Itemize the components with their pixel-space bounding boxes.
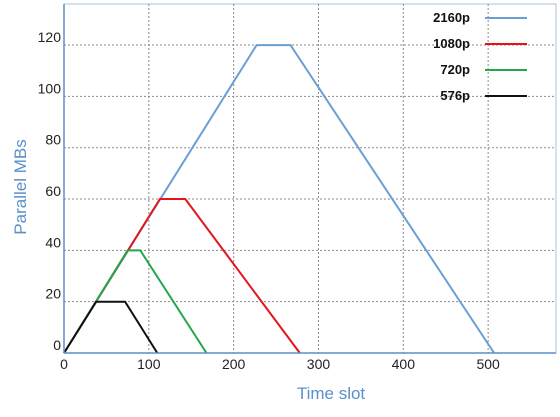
x-axis-title: Time slot <box>297 384 366 403</box>
x-tick-label: 400 <box>392 356 416 372</box>
legend-label: 576p <box>440 88 470 103</box>
x-tick-label: 100 <box>137 356 161 372</box>
grid-lines <box>64 4 556 353</box>
y-tick-labels: 0 20 40 60 80 100 120 <box>38 29 62 353</box>
x-tick-label: 0 <box>60 356 68 372</box>
y-tick-label: 20 <box>45 286 61 302</box>
y-tick-label: 40 <box>45 234 61 250</box>
legend-label: 1080p <box>433 36 470 51</box>
x-tick-label: 200 <box>222 356 246 372</box>
legend: 2160p 1080p 720p 576p <box>433 10 527 103</box>
y-tick-label: 60 <box>45 183 61 199</box>
y-tick-label: 100 <box>38 80 62 96</box>
legend-label: 720p <box>440 62 470 77</box>
plot-frame <box>63 3 557 354</box>
x-tick-label: 300 <box>307 356 331 372</box>
x-tick-labels: 0 100 200 300 400 500 <box>60 356 500 372</box>
y-axis-title: Parallel MBs <box>11 139 30 234</box>
legend-label: 2160p <box>433 10 470 25</box>
y-tick-label: 0 <box>53 337 61 353</box>
y-tick-label: 120 <box>38 29 62 45</box>
x-tick-label: 500 <box>476 356 500 372</box>
series-lines <box>63 44 495 354</box>
series-line-576p <box>63 300 159 354</box>
series-line-1080p <box>63 198 301 354</box>
y-tick-label: 80 <box>45 132 61 148</box>
